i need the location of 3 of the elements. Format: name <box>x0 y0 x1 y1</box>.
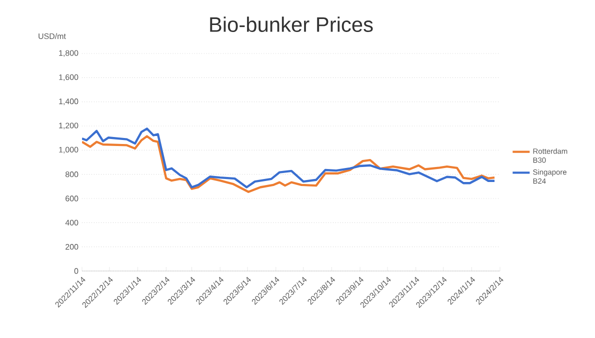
line-series <box>82 135 496 193</box>
line-series <box>82 128 496 188</box>
chart-title: Bio-bunker Prices <box>210 16 373 32</box>
